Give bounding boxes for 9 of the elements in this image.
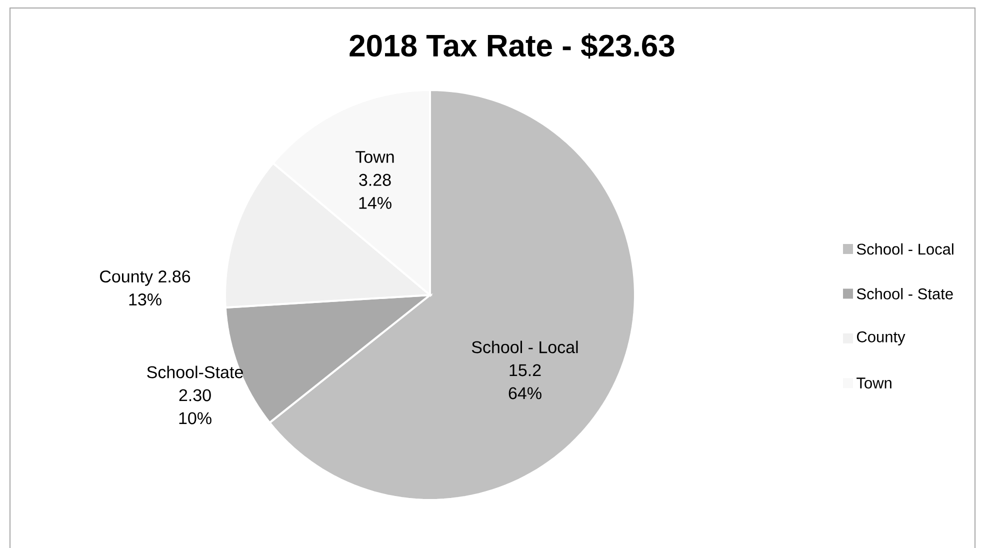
- data-label: School-State 2.30 10%: [147, 366, 243, 424]
- legend-label: School - State: [856, 288, 953, 300]
- data-label: County 2.86 13%: [100, 270, 190, 306]
- data-label: Town 3.28 14%: [356, 151, 394, 209]
- legend-label: School - Local: [856, 243, 954, 255]
- legend-label: Town: [856, 378, 892, 388]
- legend-label: County: [856, 331, 906, 346]
- chart-title: 2018 Tax Rate - $23.63: [350, 33, 674, 59]
- data-label: School - Local 15.2 64%: [472, 340, 578, 400]
